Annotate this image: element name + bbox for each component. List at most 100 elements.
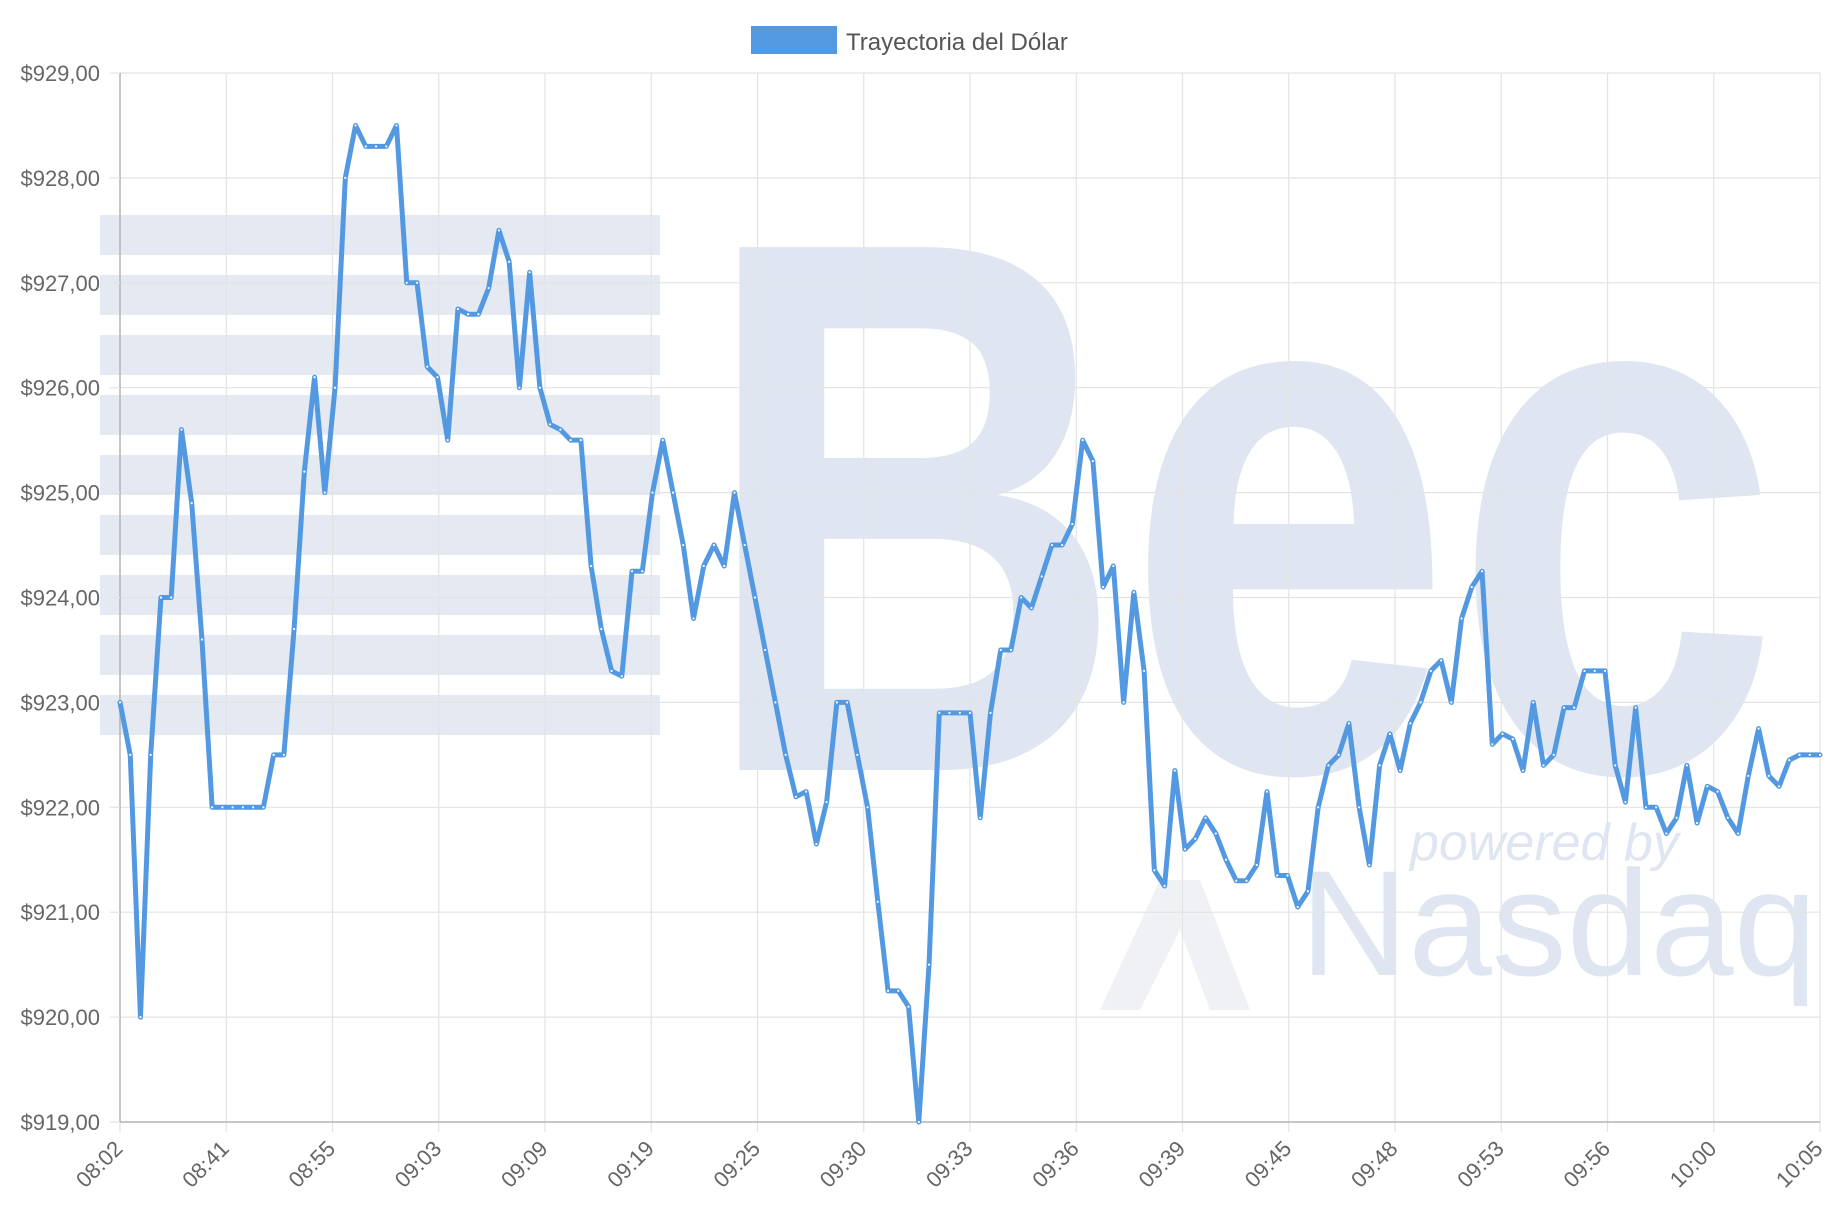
- data-point[interactable]: [322, 490, 327, 495]
- data-point[interactable]: [865, 805, 870, 810]
- data-point[interactable]: [1234, 878, 1239, 883]
- data-point[interactable]: [855, 752, 860, 757]
- data-point[interactable]: [496, 228, 502, 233]
- data-point[interactable]: [251, 805, 256, 810]
- data-point[interactable]: [1807, 752, 1812, 757]
- data-point[interactable]: [1254, 862, 1259, 868]
- data-point[interactable]: [845, 700, 850, 705]
- data-point[interactable]: [1449, 700, 1454, 705]
- data-point[interactable]: [937, 710, 942, 715]
- data-point[interactable]: [435, 375, 440, 380]
- data-point[interactable]: [1131, 590, 1136, 595]
- data-point[interactable]: [650, 490, 655, 495]
- data-point[interactable]: [1469, 584, 1474, 590]
- data-point[interactable]: [414, 280, 420, 285]
- data-point[interactable]: [445, 438, 450, 443]
- data-point[interactable]: [189, 500, 194, 506]
- data-point[interactable]: [1029, 605, 1034, 611]
- data-point[interactable]: [1817, 752, 1823, 757]
- data-point[interactable]: [558, 427, 563, 432]
- data-point[interactable]: [1623, 799, 1628, 805]
- data-point[interactable]: [517, 385, 522, 390]
- data-point[interactable]: [1244, 878, 1249, 883]
- data-point[interactable]: [138, 1015, 143, 1020]
- data-point[interactable]: [1316, 805, 1321, 810]
- data-point[interactable]: [404, 280, 409, 285]
- data-point[interactable]: [1766, 773, 1771, 778]
- data-point[interactable]: [1541, 763, 1546, 768]
- data-point[interactable]: [1633, 705, 1638, 710]
- data-point[interactable]: [169, 595, 174, 600]
- data-point[interactable]: [537, 385, 542, 390]
- data-point[interactable]: [353, 123, 358, 128]
- data-point[interactable]: [1408, 721, 1413, 726]
- data-point[interactable]: [1377, 763, 1382, 768]
- data-point[interactable]: [486, 285, 491, 291]
- data-point[interactable]: [1797, 752, 1802, 757]
- data-point[interactable]: [1121, 700, 1126, 705]
- data-point[interactable]: [343, 175, 348, 180]
- data-point[interactable]: [988, 710, 993, 715]
- data-point[interactable]: [711, 542, 717, 548]
- data-point[interactable]: [578, 438, 583, 443]
- data-point[interactable]: [1398, 768, 1403, 773]
- data-point[interactable]: [1275, 873, 1280, 878]
- data-point[interactable]: [1684, 763, 1689, 768]
- data-point[interactable]: [384, 144, 389, 149]
- data-point[interactable]: [281, 752, 286, 757]
- data-point[interactable]: [722, 563, 727, 569]
- data-point[interactable]: [1520, 768, 1526, 773]
- data-point[interactable]: [425, 364, 430, 369]
- data-point[interactable]: [1357, 805, 1362, 810]
- data-point[interactable]: [1008, 647, 1014, 653]
- data-point[interactable]: [773, 700, 778, 705]
- data-point[interactable]: [1428, 668, 1433, 674]
- data-point[interactable]: [1152, 868, 1157, 873]
- data-point[interactable]: [947, 710, 952, 715]
- data-point[interactable]: [660, 438, 665, 443]
- data-point[interactable]: [1695, 820, 1700, 826]
- data-point[interactable]: [363, 144, 368, 149]
- data-point[interactable]: [1193, 836, 1198, 841]
- data-point[interactable]: [1582, 668, 1587, 674]
- data-point[interactable]: [1643, 805, 1649, 810]
- data-point[interactable]: [1561, 705, 1567, 710]
- data-point[interactable]: [373, 144, 379, 149]
- data-point[interactable]: [1510, 737, 1515, 742]
- data-point[interactable]: [763, 647, 768, 653]
- data-point[interactable]: [599, 626, 604, 632]
- data-point[interactable]: [507, 259, 512, 264]
- data-point[interactable]: [1346, 721, 1352, 726]
- data-point[interactable]: [1664, 831, 1669, 836]
- data-point[interactable]: [1060, 542, 1065, 548]
- data-point[interactable]: [1602, 668, 1608, 674]
- data-point[interactable]: [681, 542, 686, 548]
- data-point[interactable]: [1715, 789, 1720, 794]
- data-point[interactable]: [1479, 569, 1485, 574]
- data-point[interactable]: [1705, 784, 1710, 789]
- data-point[interactable]: [1459, 616, 1464, 621]
- data-point[interactable]: [210, 805, 215, 810]
- data-point[interactable]: [1387, 731, 1392, 736]
- data-point[interactable]: [466, 312, 471, 317]
- data-point[interactable]: [1203, 815, 1208, 820]
- data-point[interactable]: [1049, 542, 1055, 548]
- data-point[interactable]: [1654, 805, 1659, 810]
- data-point[interactable]: [926, 962, 932, 967]
- data-point[interactable]: [896, 988, 901, 993]
- data-point[interactable]: [1336, 752, 1341, 757]
- data-point[interactable]: [1326, 763, 1331, 768]
- data-point[interactable]: [619, 674, 624, 679]
- data-point[interactable]: [1531, 700, 1536, 705]
- data-point[interactable]: [1223, 857, 1229, 862]
- data-point[interactable]: [302, 469, 307, 474]
- data-point[interactable]: [117, 700, 123, 705]
- data-point[interactable]: [1172, 768, 1177, 773]
- data-point[interactable]: [793, 794, 799, 799]
- data-point[interactable]: [1674, 815, 1679, 820]
- data-point[interactable]: [1551, 752, 1556, 757]
- data-point[interactable]: [906, 1004, 911, 1009]
- data-point[interactable]: [814, 841, 819, 847]
- data-point[interactable]: [1367, 862, 1372, 868]
- data-point[interactable]: [1019, 595, 1024, 600]
